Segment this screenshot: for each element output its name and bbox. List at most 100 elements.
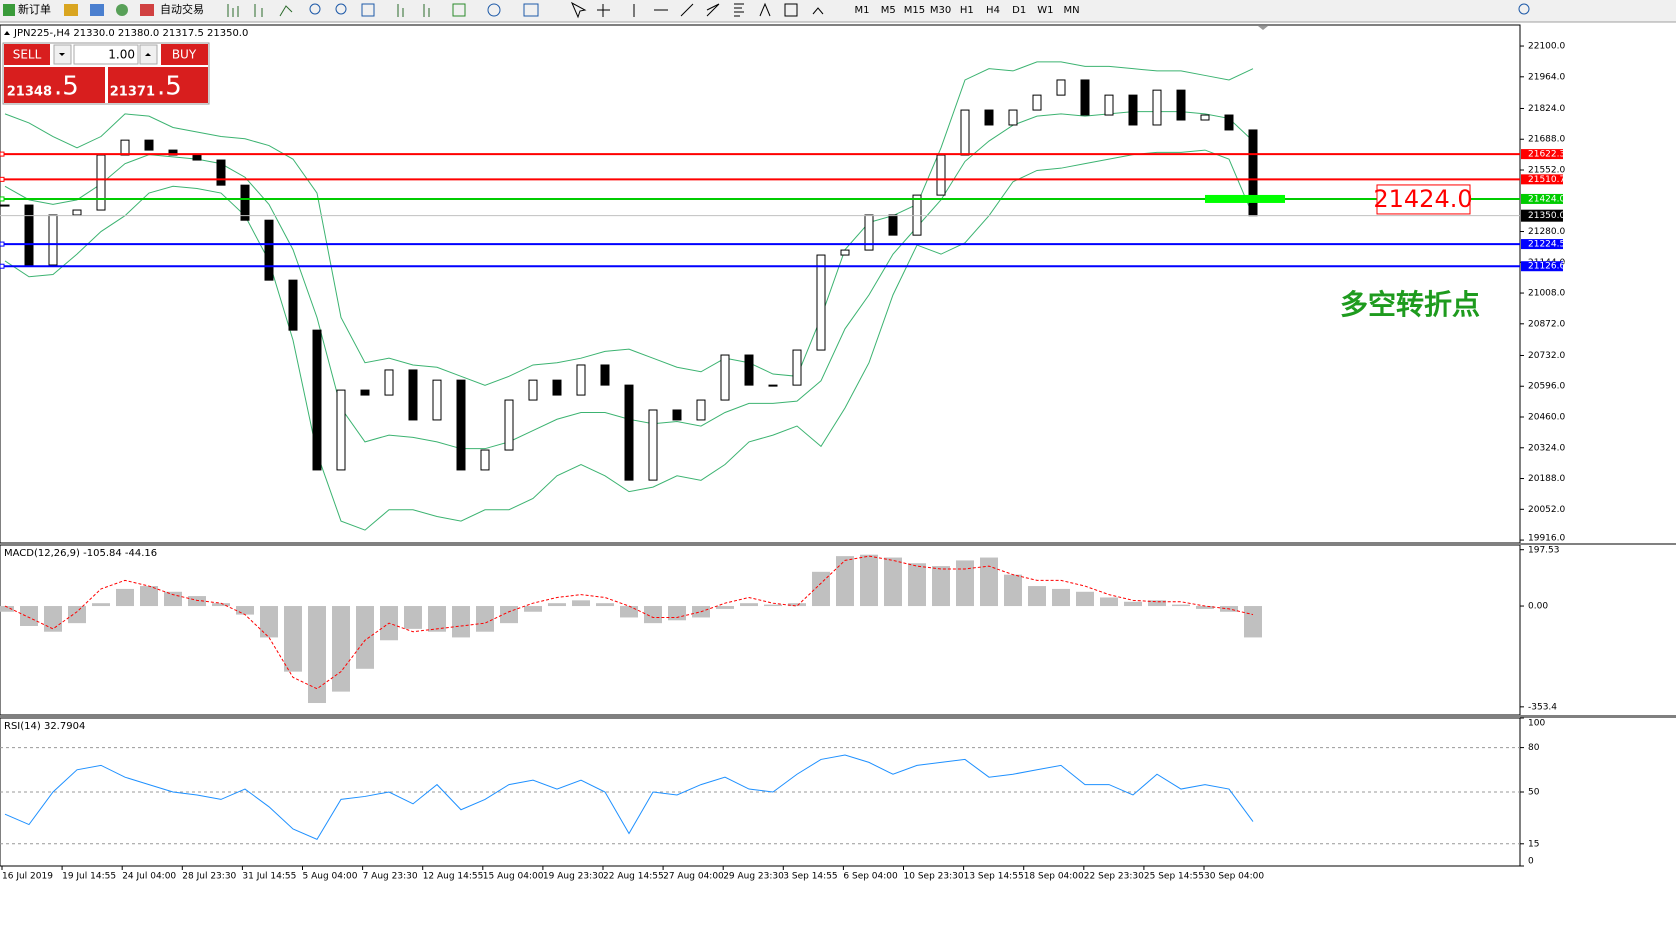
macd-bar bbox=[1172, 604, 1190, 607]
candle bbox=[1104, 94, 1114, 116]
macd-bar bbox=[620, 606, 638, 618]
timeframe-button[interactable]: M5 bbox=[881, 5, 896, 16]
new-order[interactable]: 新订单 bbox=[18, 2, 51, 16]
x-tick-label: 6 Sep 04:00 bbox=[843, 872, 898, 882]
tool-icon[interactable] bbox=[812, 7, 824, 15]
macd-bar bbox=[980, 557, 998, 607]
sell-price-box[interactable] bbox=[4, 67, 105, 103]
macd-bar bbox=[860, 554, 878, 607]
y-tick-label: 20732.0 bbox=[1528, 351, 1565, 361]
sell-label[interactable]: SELL bbox=[13, 48, 42, 62]
candle bbox=[1200, 114, 1210, 121]
x-tick-label: 12 Aug 14:55 bbox=[423, 872, 484, 882]
price-line-label: 21510.7 bbox=[1528, 175, 1565, 185]
x-tick-label: 3 Sep 14:55 bbox=[783, 872, 837, 882]
macd-bar bbox=[1052, 588, 1070, 607]
timeframe-button[interactable]: M15 bbox=[904, 5, 925, 16]
bollinger-lower bbox=[4, 149, 1254, 531]
timeframe-button[interactable]: H4 bbox=[986, 5, 1000, 16]
x-tick-label: 28 Jul 23:30 bbox=[182, 872, 236, 882]
rsi-title: RSI(14) 32.7904 bbox=[4, 721, 85, 732]
price-line-label: 21622.3 bbox=[1528, 150, 1565, 160]
candle bbox=[1128, 94, 1138, 126]
buy-price-box[interactable] bbox=[108, 67, 208, 103]
price-line-handle[interactable] bbox=[0, 151, 5, 157]
search-icon[interactable] bbox=[1518, 3, 1530, 15]
new-order-icon[interactable] bbox=[3, 4, 15, 16]
tool-icon[interactable] bbox=[423, 4, 430, 17]
y-tick-label: 15 bbox=[1528, 839, 1539, 849]
macd-title: MACD(12,26,9) -105.84 -44.16 bbox=[4, 548, 157, 559]
candle bbox=[912, 194, 922, 236]
rsi-line bbox=[4, 754, 1254, 840]
tool-icon[interactable] bbox=[487, 3, 501, 17]
y-tick-label: 20460.0 bbox=[1528, 413, 1565, 423]
timeframe-button[interactable]: M30 bbox=[930, 5, 951, 16]
macd-bar bbox=[116, 588, 134, 607]
tool-icon[interactable] bbox=[734, 3, 744, 17]
buy-label[interactable]: BUY bbox=[172, 48, 197, 62]
macd-bar bbox=[548, 603, 566, 607]
candle bbox=[264, 219, 274, 281]
bid-fraction[interactable]: .5 bbox=[54, 72, 79, 102]
tool-icon[interactable] bbox=[361, 3, 375, 17]
tool-icon[interactable] bbox=[90, 4, 104, 16]
volume-input[interactable] bbox=[73, 44, 139, 65]
tool-icon[interactable] bbox=[680, 3, 694, 17]
tool-icon[interactable] bbox=[279, 5, 293, 17]
ask-main[interactable]: 21371 bbox=[110, 85, 155, 100]
candle bbox=[1080, 79, 1090, 116]
tool-icon[interactable] bbox=[570, 1, 587, 19]
tool-icon[interactable] bbox=[452, 3, 466, 17]
macd-bar bbox=[836, 556, 854, 607]
tool-icon[interactable] bbox=[597, 4, 610, 17]
tool-icon[interactable] bbox=[227, 4, 239, 17]
timeframe-button[interactable]: MN bbox=[1064, 5, 1080, 16]
up-arrow bbox=[145, 53, 151, 56]
tool-icon[interactable] bbox=[64, 4, 78, 16]
macd-bar bbox=[1244, 606, 1262, 638]
timeframe-button[interactable]: W1 bbox=[1037, 5, 1053, 16]
macd-bar bbox=[164, 591, 182, 607]
macd-bar bbox=[236, 606, 254, 615]
macd-bar bbox=[1028, 586, 1046, 607]
price-line-handle[interactable] bbox=[0, 196, 5, 202]
y-tick-label: 20052.0 bbox=[1528, 505, 1565, 515]
sell-button[interactable] bbox=[4, 44, 50, 65]
buy-button[interactable] bbox=[161, 44, 208, 65]
tool-icons bbox=[227, 1, 1530, 19]
macd-bar bbox=[644, 606, 662, 624]
ask-fraction[interactable]: .5 bbox=[157, 72, 182, 102]
tool-icon[interactable] bbox=[116, 4, 128, 16]
tool-icon[interactable] bbox=[706, 3, 720, 17]
macd-bar bbox=[476, 606, 494, 632]
auto-trading-icon[interactable] bbox=[140, 4, 154, 16]
volume-value[interactable]: 1.00 bbox=[108, 48, 135, 62]
tool-icon[interactable] bbox=[397, 4, 404, 17]
candle bbox=[624, 384, 634, 481]
y-tick-label: 197.53 bbox=[1528, 546, 1560, 556]
macd-bar bbox=[596, 603, 614, 607]
price-line-handle[interactable] bbox=[0, 263, 5, 269]
bid-main[interactable]: 21348 bbox=[7, 85, 52, 100]
candle bbox=[456, 379, 466, 471]
main-panel bbox=[0, 24, 1521, 544]
candle bbox=[720, 354, 730, 401]
timeframe-button[interactable]: D1 bbox=[1012, 5, 1026, 16]
candle bbox=[696, 399, 706, 421]
candle bbox=[96, 154, 106, 211]
price-line-handle[interactable] bbox=[0, 241, 5, 247]
price-line-handle[interactable] bbox=[0, 176, 5, 182]
auto-trading[interactable]: 自动交易 bbox=[160, 2, 204, 16]
x-tick-label: 22 Aug 14:55 bbox=[603, 872, 664, 882]
tool-icon[interactable] bbox=[254, 4, 263, 17]
timeframe-button[interactable]: M1 bbox=[855, 5, 870, 16]
timeframe-button[interactable]: H1 bbox=[960, 5, 974, 16]
tool-icon[interactable] bbox=[309, 3, 321, 15]
tool-icon[interactable] bbox=[784, 3, 798, 17]
macd-bar bbox=[500, 606, 518, 624]
tool-icon[interactable] bbox=[335, 3, 347, 15]
candle bbox=[432, 379, 442, 421]
tool-icon[interactable] bbox=[759, 2, 771, 17]
tool-icon[interactable] bbox=[523, 3, 539, 17]
